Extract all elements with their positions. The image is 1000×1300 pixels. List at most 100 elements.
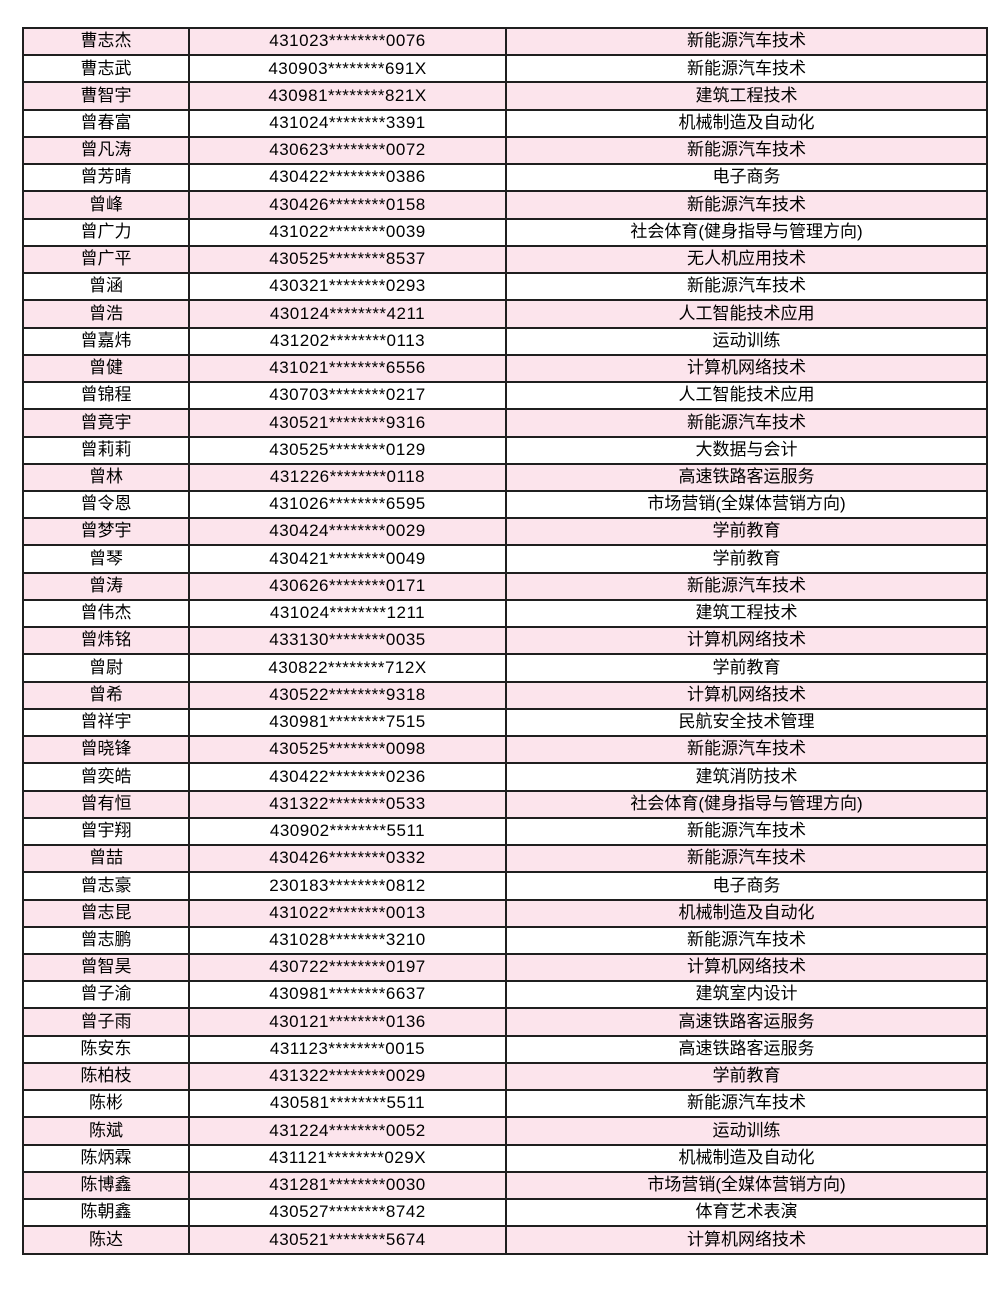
table-row: 曾涛 430626********0171 新能源汽车技术 bbox=[22, 571, 988, 601]
student-id-number: 431021********6556 bbox=[188, 353, 507, 384]
table-row: 曾广平 430525********8537 无人机应用技术 bbox=[22, 244, 988, 275]
student-id-number: 430421********0049 bbox=[188, 544, 507, 574]
student-name: 曾嘉炜 bbox=[22, 326, 190, 356]
student-name: 曾峰 bbox=[22, 190, 190, 220]
student-major: 新能源汽车技术 bbox=[505, 1089, 988, 1119]
student-major: 机械制造及自动化 bbox=[505, 1143, 988, 1173]
student-id-number: 431022********0013 bbox=[188, 898, 507, 928]
student-major: 运动训练 bbox=[505, 326, 988, 356]
student-name: 曾有恒 bbox=[22, 789, 190, 819]
table-row: 曾林 431226********0118 高速铁路客运服务 bbox=[22, 462, 988, 492]
table-row: 曾子渝 430981********6637 建筑室内设计 bbox=[22, 980, 988, 1010]
table-row: 曹志杰 431023********0076 新能源汽车技术 bbox=[22, 26, 988, 57]
table-row: 曾竟宇 430521********9316 新能源汽车技术 bbox=[22, 408, 988, 438]
student-major: 大数据与会计 bbox=[505, 435, 988, 465]
student-major: 计算机网络技术 bbox=[505, 680, 988, 710]
student-id-number: 430902********5511 bbox=[188, 816, 507, 847]
student-id-number: 430426********0158 bbox=[188, 190, 507, 220]
table-row: 曾希 430522********9318 计算机网络技术 bbox=[22, 680, 988, 710]
student-major: 电子商务 bbox=[505, 871, 988, 901]
student-name: 曾喆 bbox=[22, 844, 190, 874]
student-id-number: 430703********0217 bbox=[188, 381, 507, 411]
student-name: 曾宇翔 bbox=[22, 816, 190, 847]
table-row: 陈炳霖 431121********029X 机械制造及自动化 bbox=[22, 1143, 988, 1173]
student-id-number: 430525********0098 bbox=[188, 735, 507, 765]
table-row: 曾志鹏 431028********3210 新能源汽车技术 bbox=[22, 925, 988, 955]
student-name: 曾梦宇 bbox=[22, 517, 190, 547]
student-name: 曾林 bbox=[22, 462, 190, 492]
student-name: 陈朝鑫 bbox=[22, 1198, 190, 1228]
student-name: 陈斌 bbox=[22, 1116, 190, 1146]
student-major: 新能源汽车技术 bbox=[505, 925, 988, 955]
student-name: 陈彬 bbox=[22, 1089, 190, 1119]
student-major: 建筑消防技术 bbox=[505, 762, 988, 792]
student-major: 新能源汽车技术 bbox=[505, 54, 988, 84]
student-major: 市场营销(全媒体营销方向) bbox=[505, 489, 988, 520]
student-id-number: 430522********9318 bbox=[188, 680, 507, 710]
table-row: 曾令恩 431026********6595 市场营销(全媒体营销方向) bbox=[22, 489, 988, 520]
student-id-number: 430124********4211 bbox=[188, 299, 507, 329]
student-name: 陈达 bbox=[22, 1225, 190, 1255]
student-major: 机械制造及自动化 bbox=[505, 898, 988, 928]
student-major: 人工智能技术应用 bbox=[505, 381, 988, 411]
student-name: 曾莉莉 bbox=[22, 435, 190, 465]
student-major: 计算机网络技术 bbox=[505, 952, 988, 983]
student-major: 计算机网络技术 bbox=[505, 353, 988, 384]
student-name: 曹智宇 bbox=[22, 81, 190, 111]
table-row: 曾芳晴 430422********0386 电子商务 bbox=[22, 163, 988, 193]
student-name: 曾志鹏 bbox=[22, 925, 190, 955]
student-id-number: 430981********821X bbox=[188, 81, 507, 111]
student-id-number: 430422********0236 bbox=[188, 762, 507, 792]
student-major: 新能源汽车技术 bbox=[505, 735, 988, 765]
student-major: 新能源汽车技术 bbox=[505, 272, 988, 302]
student-id-number: 430424********0029 bbox=[188, 517, 507, 547]
student-name: 曾琴 bbox=[22, 544, 190, 574]
table-row: 曾有恒 431322********0533 社会体育(健身指导与管理方向) bbox=[22, 789, 988, 819]
table-row: 曾春富 431024********3391 机械制造及自动化 bbox=[22, 108, 988, 138]
student-name: 曾锦程 bbox=[22, 381, 190, 411]
student-id-number: 430321********0293 bbox=[188, 272, 507, 302]
student-name: 陈炳霖 bbox=[22, 1143, 190, 1173]
student-id-number: 431024********1211 bbox=[188, 598, 507, 629]
student-name: 曾广平 bbox=[22, 244, 190, 275]
student-id-number: 430121********0136 bbox=[188, 1007, 507, 1037]
student-major: 新能源汽车技术 bbox=[505, 816, 988, 847]
student-major: 机械制造及自动化 bbox=[505, 108, 988, 138]
table-row: 曾浩 430124********4211 人工智能技术应用 bbox=[22, 299, 988, 329]
student-major: 计算机网络技术 bbox=[505, 1225, 988, 1255]
student-name: 陈柏枝 bbox=[22, 1061, 190, 1092]
student-id-number: 431224********0052 bbox=[188, 1116, 507, 1146]
student-major: 学前教育 bbox=[505, 1061, 988, 1092]
table-row: 曾伟杰 431024********1211 建筑工程技术 bbox=[22, 598, 988, 629]
student-name: 曾伟杰 bbox=[22, 598, 190, 629]
table-row: 曹志武 430903********691X 新能源汽车技术 bbox=[22, 54, 988, 84]
student-name: 曾芳晴 bbox=[22, 163, 190, 193]
table-row: 曾祥宇 430981********7515 民航安全技术管理 bbox=[22, 707, 988, 738]
student-id-number: 430521********5674 bbox=[188, 1225, 507, 1255]
table-row: 曾锦程 430703********0217 人工智能技术应用 bbox=[22, 381, 988, 411]
student-id-number: 430525********8537 bbox=[188, 244, 507, 275]
student-id-number: 430521********9316 bbox=[188, 408, 507, 438]
student-major: 学前教育 bbox=[505, 517, 988, 547]
student-id-number: 431322********0029 bbox=[188, 1061, 507, 1092]
student-name: 曾晓锋 bbox=[22, 735, 190, 765]
student-id-number: 431024********3391 bbox=[188, 108, 507, 138]
table-row: 陈朝鑫 430527********8742 体育艺术表演 bbox=[22, 1198, 988, 1228]
student-name: 曾涛 bbox=[22, 571, 190, 601]
student-major: 社会体育(健身指导与管理方向) bbox=[505, 217, 988, 247]
student-name: 曾凡涛 bbox=[22, 135, 190, 166]
student-id-number: 430422********0386 bbox=[188, 163, 507, 193]
student-id-number: 431026********6595 bbox=[188, 489, 507, 520]
student-id-number: 430822********712X bbox=[188, 653, 507, 683]
table-row: 陈博鑫 431281********0030 市场营销(全媒体营销方向) bbox=[22, 1170, 988, 1201]
student-id-number: 430426********0332 bbox=[188, 844, 507, 874]
student-roster-table: 曹志杰 431023********0076 新能源汽车技术 曹志武 430903***… bbox=[22, 26, 988, 1255]
student-major: 学前教育 bbox=[505, 544, 988, 574]
student-major: 建筑室内设计 bbox=[505, 980, 988, 1010]
table-row: 陈斌 431224********0052 运动训练 bbox=[22, 1116, 988, 1146]
table-row: 曾梦宇 430424********0029 学前教育 bbox=[22, 517, 988, 547]
table-row: 曾嘉炜 431202********0113 运动训练 bbox=[22, 326, 988, 356]
student-name: 曹志武 bbox=[22, 54, 190, 84]
table-row: 曾宇翔 430902********5511 新能源汽车技术 bbox=[22, 816, 988, 847]
